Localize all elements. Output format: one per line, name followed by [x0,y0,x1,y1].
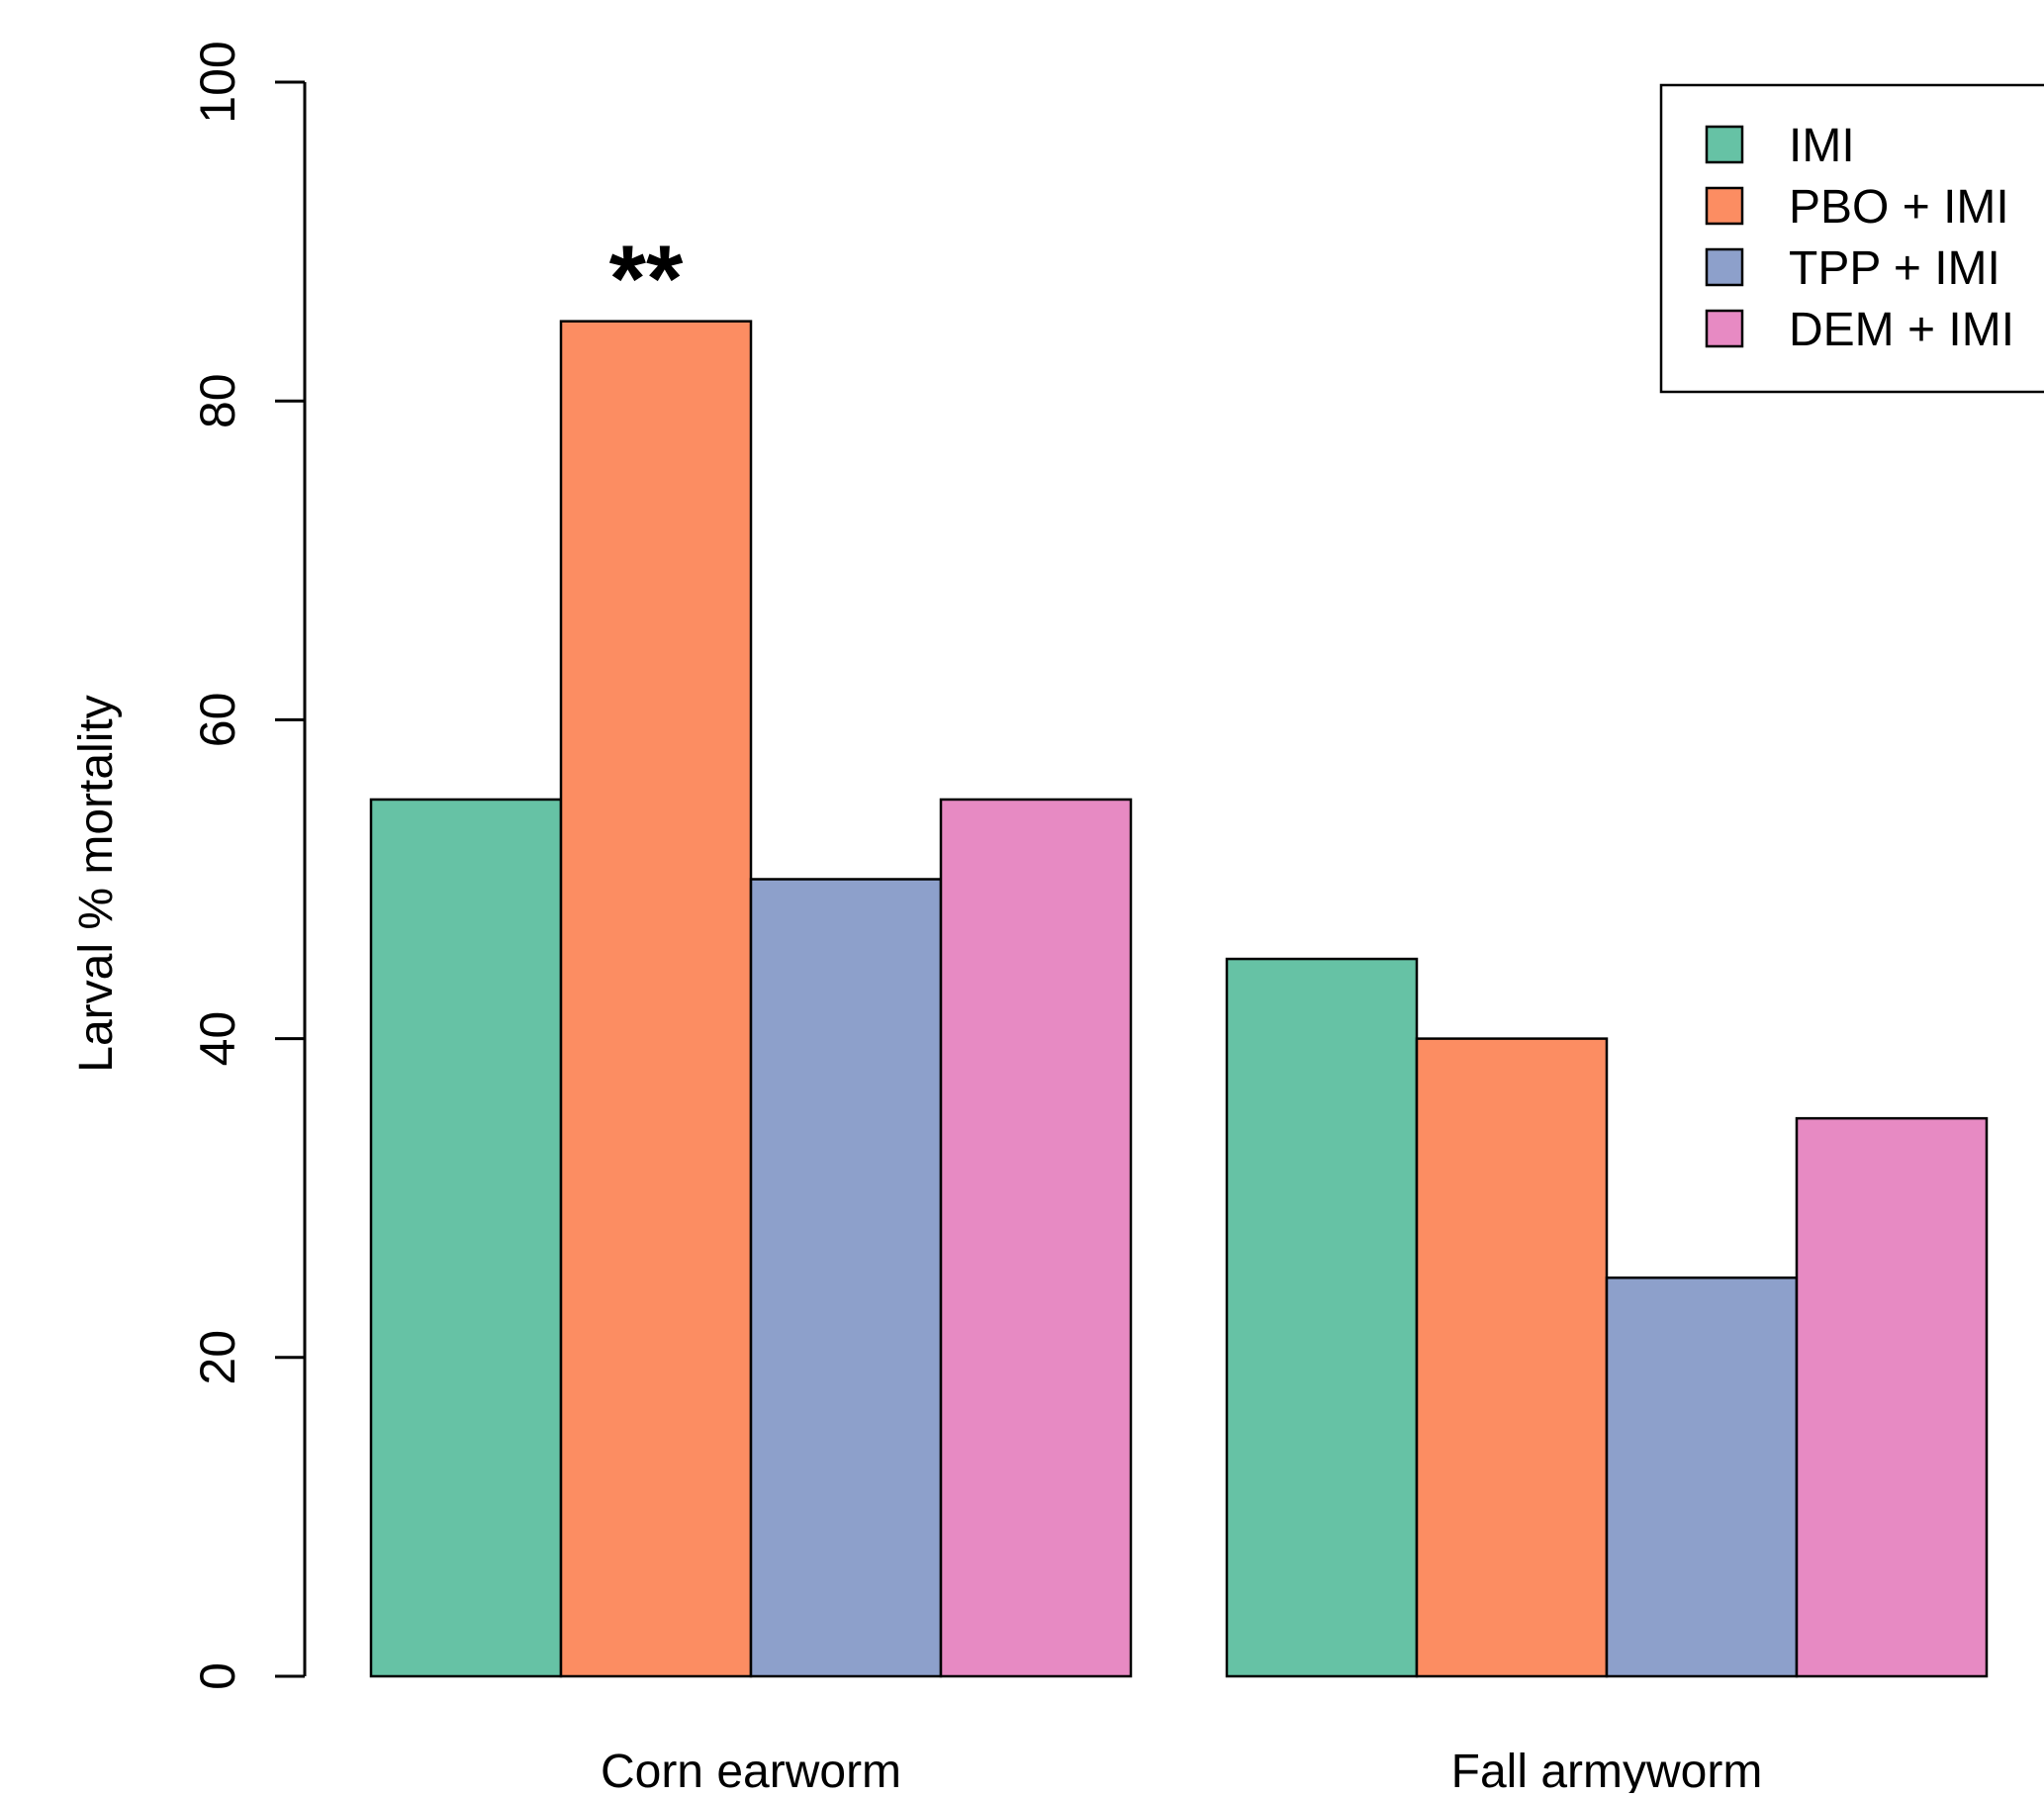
legend: IMI PBO + IMI TPP + IMI DEM + IMI [1659,83,2044,394]
bar [749,878,943,1678]
legend-label: PBO + IMI [1789,181,2009,234]
bar [1225,957,1419,1678]
legend-swatch [1705,125,1744,164]
bar [1795,1116,1989,1678]
bars [369,320,1989,1678]
category-label: Fall armyworm [1451,1746,1763,1793]
y-tick-label: 20 [190,1330,245,1385]
y-tick-label: 60 [190,693,245,748]
category-labels: Corn earworm Fall armyworm [601,1746,1763,1798]
bar [939,798,1133,1678]
y-axis: 0 20 40 60 80 100 [190,41,307,1690]
legend-swatch [1705,309,1744,348]
y-axis-title: Larval % mortality [70,695,123,1072]
significance-annotation: ** [609,227,684,332]
legend-label: IMI [1789,120,1855,172]
y-tick-label: 80 [190,373,245,428]
legend-swatch [1705,186,1744,226]
bar [1415,1037,1609,1678]
y-tick-label: 0 [190,1662,245,1690]
y-tick-label: 40 [190,1011,245,1067]
legend-swatch [1705,247,1744,287]
category-label: Corn earworm [601,1746,901,1793]
annotations: ** [609,227,684,332]
legend-label: DEM + IMI [1789,304,2014,356]
legend-label: TPP + IMI [1789,242,2000,295]
y-tick-label: 100 [190,41,245,123]
bar [1605,1277,1799,1678]
bar [369,798,563,1678]
bar [559,320,753,1678]
